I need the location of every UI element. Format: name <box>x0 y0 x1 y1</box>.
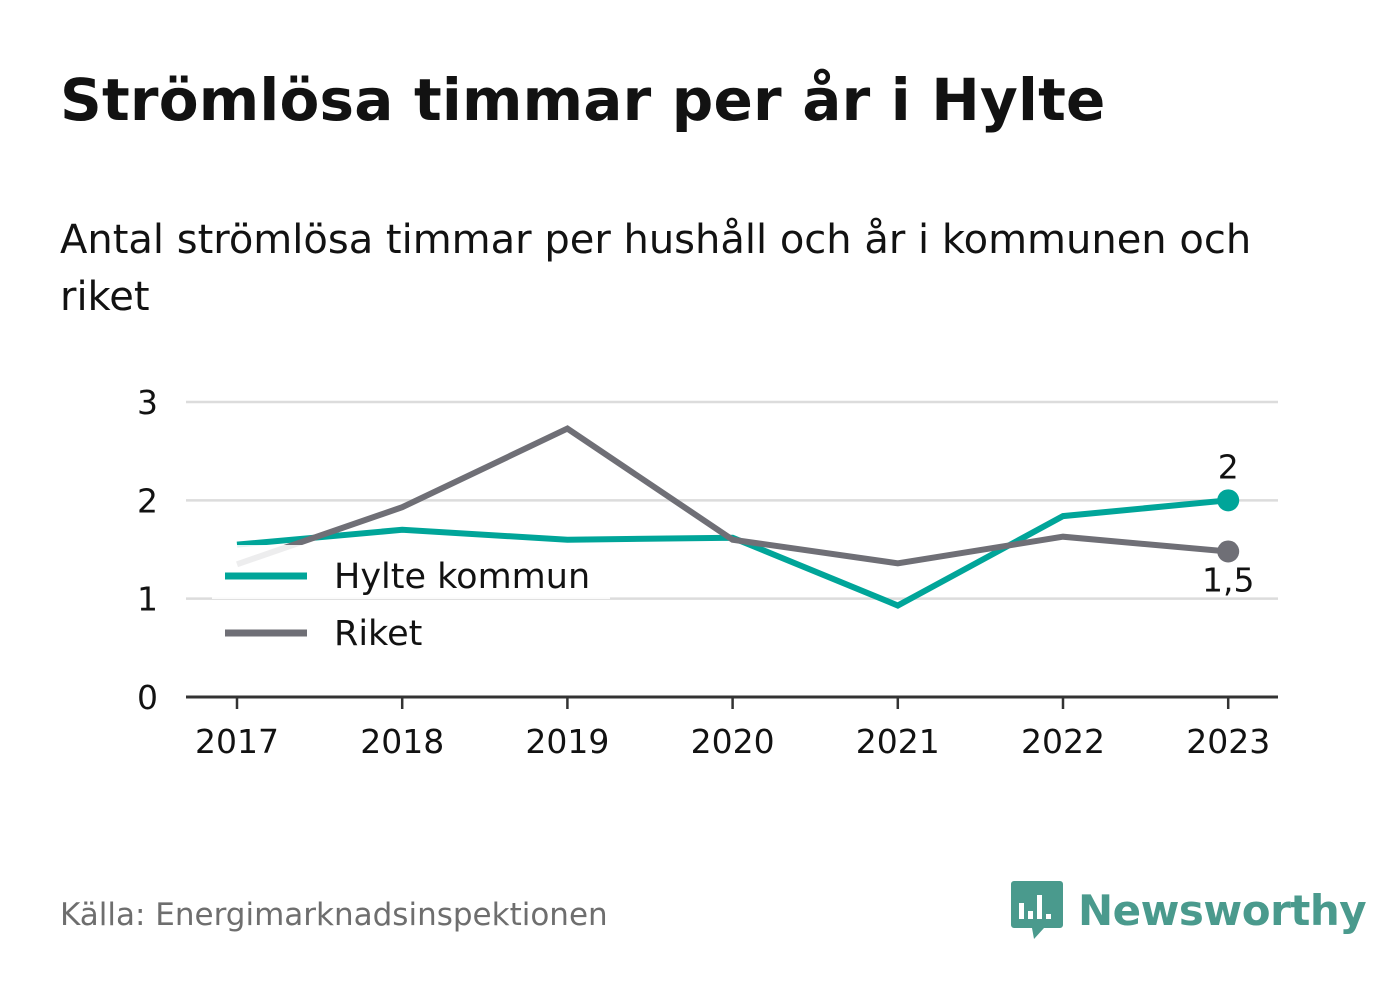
legend-label: Hylte kommun <box>334 557 590 597</box>
legend: Hylte kommun Riket <box>212 545 610 654</box>
x-axis: 2017 2018 2019 2020 2021 2022 2023 <box>186 695 1278 761</box>
y-tick-label: 3 <box>137 383 158 422</box>
y-tick-label: 2 <box>137 481 158 520</box>
brand-name: Newsworthy <box>1078 885 1367 935</box>
x-tick-label: 2020 <box>691 722 775 761</box>
x-tick-label: 2023 <box>1186 722 1270 761</box>
series-end-marker-2 <box>1217 540 1240 563</box>
y-axis-ticks: 0 1 2 3 <box>137 383 158 717</box>
y-tick-label: 1 <box>137 580 158 619</box>
legend-background <box>212 545 610 599</box>
chart-subtitle: Antal strömlösa timmar per hushåll och å… <box>60 217 1252 320</box>
legend-label: Riket <box>334 614 422 654</box>
x-tick-label: 2021 <box>856 722 940 761</box>
series-end-marker-1 <box>1217 489 1240 512</box>
brand-logo: Newsworthy <box>1010 878 1367 942</box>
y-tick-label: 0 <box>137 678 158 717</box>
x-tick-label: 2017 <box>195 722 279 761</box>
source-note: Källa: Energimarknadsinspektionen <box>60 897 608 933</box>
x-tick-label: 2019 <box>525 722 609 761</box>
newsworthy-logo-icon <box>1011 881 1063 939</box>
series-lines <box>236 425 1240 609</box>
end-value-label: 2 <box>1218 447 1239 486</box>
chart-title: Strömlösa timmar per år i Hylte <box>60 66 1106 134</box>
end-labels: 21,5 <box>1202 447 1254 599</box>
series-line-2 <box>236 425 1229 568</box>
x-tick-label: 2022 <box>1021 722 1105 761</box>
x-tick-label: 2018 <box>360 722 444 761</box>
end-value-label: 1,5 <box>1202 560 1254 599</box>
